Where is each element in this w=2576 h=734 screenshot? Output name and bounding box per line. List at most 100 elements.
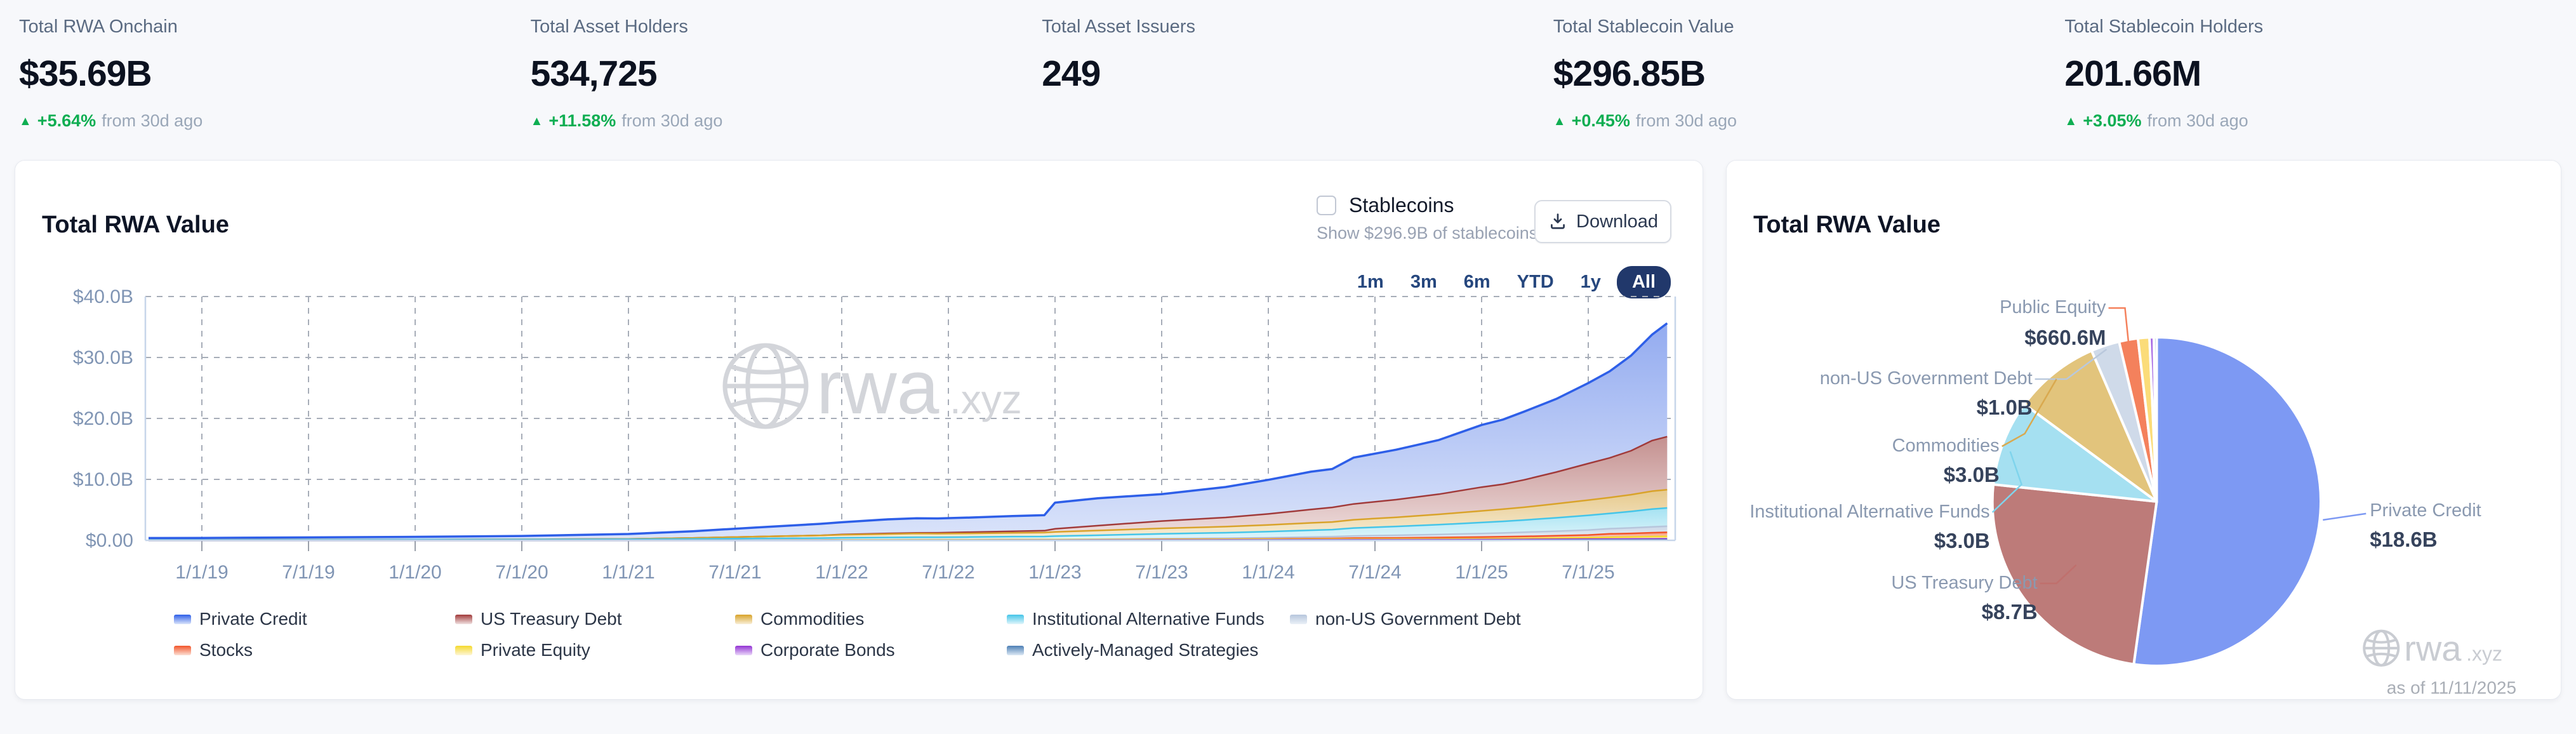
time-range-1m[interactable]: 1m xyxy=(1346,266,1395,298)
stat-label: Total Asset Holders xyxy=(530,17,688,37)
pie-chart-svg[interactable]: Public Equity $660.6M non-US Government De… xyxy=(1727,161,2561,700)
svg-text:1/1/22: 1/1/22 xyxy=(815,562,868,583)
stat-label: Total Stablecoin Holders xyxy=(2064,17,2264,37)
svg-text:Institutional Alternative Fund: Institutional Alternative Funds xyxy=(1749,502,1989,522)
stat-change-percent: +3.05% xyxy=(2083,111,2142,130)
svg-text:7/1/19: 7/1/19 xyxy=(282,562,335,583)
pie-slice-private-credit[interactable] xyxy=(2132,336,2322,667)
legend-item[interactable]: Private Equity xyxy=(455,640,735,660)
legend-item[interactable]: Private Credit xyxy=(174,609,455,629)
stat-label: Total Asset Issuers xyxy=(1042,17,1195,37)
time-range-1y[interactable]: 1y xyxy=(1570,266,1612,298)
stats-row: Total RWA Onchain $35.69B ▲ +5.64% from 30d … xyxy=(0,0,2576,141)
svg-text:1/1/23: 1/1/23 xyxy=(1028,562,1081,583)
svg-text:non-US Government Debt: non-US Government Debt xyxy=(1820,368,2033,389)
stat-value: $296.85B xyxy=(1553,53,1706,94)
svg-text:$660.6M: $660.6M xyxy=(2024,326,2106,349)
chart-gridlines xyxy=(145,296,1675,551)
svg-text:Private Credit: Private Credit xyxy=(2370,500,2481,521)
rwa-watermark: rwa .xyz xyxy=(722,343,1022,430)
pie-slice-actively-managed-strategies[interactable] xyxy=(2152,336,2158,503)
pie-slice-institutional-alternative-funds[interactable] xyxy=(1992,403,2158,503)
svg-text:7/1/25: 7/1/25 xyxy=(1562,562,1614,583)
svg-text:$10.0B: $10.0B xyxy=(73,469,133,490)
time-range-ytd[interactable]: YTD xyxy=(1506,266,1565,298)
legend-swatch xyxy=(455,645,472,655)
time-range-all[interactable]: All xyxy=(1616,266,1671,298)
svg-text:1/1/20: 1/1/20 xyxy=(388,562,441,583)
pie-slices xyxy=(1991,336,2322,667)
legend-label: US Treasury Debt xyxy=(481,609,622,629)
stat-label: Total RWA Onchain xyxy=(19,17,178,37)
up-triangle-icon: ▲ xyxy=(530,114,543,128)
legend-label: Commodities xyxy=(760,609,865,629)
total-rwa-value-chart-card: Total RWA Value Stablecoins Show $296.9B… xyxy=(15,160,1703,700)
svg-text:$3.0B: $3.0B xyxy=(1934,529,1990,552)
svg-text:.xyz: .xyz xyxy=(950,377,1022,422)
legend-item[interactable]: Commodities xyxy=(735,609,1007,629)
svg-text:rwa: rwa xyxy=(816,345,939,430)
legend-label: Private Equity xyxy=(481,640,590,660)
pie-labels: Public Equity $660.6M non-US Government De… xyxy=(1749,297,2481,624)
svg-text:$30.0B: $30.0B xyxy=(73,347,133,368)
svg-text:1/1/25: 1/1/25 xyxy=(1455,562,1508,583)
stablecoins-checkbox[interactable] xyxy=(1317,196,1336,215)
legend-item[interactable]: Actively-Managed Strategies xyxy=(1007,640,1290,660)
legend-item[interactable]: Corporate Bonds xyxy=(735,640,1007,660)
stablecoins-toggle-group: Stablecoins Show $296.9B of stablecoins xyxy=(1317,194,1538,243)
time-range-3m[interactable]: 3m xyxy=(1400,266,1448,298)
stat-block: Total RWA Onchain $35.69B ▲ +5.64% from 30d … xyxy=(19,17,531,141)
stat-change: ▲ +11.58% from 30d ago xyxy=(531,111,1017,131)
pie-slice-commodities[interactable] xyxy=(2022,349,2158,503)
legend-item[interactable]: US Treasury Debt xyxy=(455,609,735,629)
svg-text:US Treasury Debt: US Treasury Debt xyxy=(1891,573,2037,593)
time-range-selector: 1m 3m 6m YTD 1y All xyxy=(1346,266,1671,298)
legend-item[interactable]: non-US Government Debt xyxy=(1290,609,1521,629)
svg-text:1/1/24: 1/1/24 xyxy=(1242,562,1294,583)
stat-block: Total Asset Issuers 249 xyxy=(1042,17,1553,141)
cards-row: Total RWA Value Stablecoins Show $296.9B… xyxy=(0,160,2576,700)
stablecoins-checkbox-label[interactable]: Stablecoins xyxy=(1349,194,1454,217)
legend-label: non-US Government Debt xyxy=(1315,609,1521,629)
legend-swatch xyxy=(174,614,191,624)
svg-text:1/1/19: 1/1/19 xyxy=(175,562,228,583)
legend-label: Corporate Bonds xyxy=(760,640,895,660)
download-button[interactable]: Download xyxy=(1534,200,1671,243)
svg-text:7/1/22: 7/1/22 xyxy=(922,562,974,583)
pie-slice-us-treasury-debt[interactable] xyxy=(1991,483,2158,666)
time-range-6m[interactable]: 6m xyxy=(1453,266,1501,298)
pie-card-title: Total RWA Value xyxy=(1753,211,1941,238)
svg-text:7/1/23: 7/1/23 xyxy=(1135,562,1188,583)
legend-swatch xyxy=(455,614,472,624)
stat-change-percent: +11.58% xyxy=(548,111,616,130)
svg-text:$18.6B: $18.6B xyxy=(2370,528,2437,551)
stat-value: 201.66M xyxy=(2064,53,2201,94)
stat-block: Total Stablecoin Holders 201.66M ▲ +3.05% fr… xyxy=(2064,17,2576,141)
rwa-watermark: rwa .xyz xyxy=(2363,629,2502,669)
svg-text:7/1/21: 7/1/21 xyxy=(708,562,761,583)
svg-text:$1.0B: $1.0B xyxy=(1977,396,2033,419)
svg-text:Public Equity: Public Equity xyxy=(2000,297,2106,317)
svg-text:$20.0B: $20.0B xyxy=(73,408,133,429)
area-us-treasury-debt xyxy=(149,436,1668,540)
svg-text:7/1/20: 7/1/20 xyxy=(495,562,548,583)
legend-item[interactable]: Institutional Alternative Funds xyxy=(1007,609,1290,629)
legend-label: Stocks xyxy=(199,640,253,660)
stat-change-percent: +0.45% xyxy=(1571,111,1630,130)
svg-text:$40.0B: $40.0B xyxy=(73,288,133,307)
stat-block: Total Stablecoin Value $296.85B ▲ +0.45% fro… xyxy=(1553,17,2065,141)
svg-text:1/1/21: 1/1/21 xyxy=(602,562,654,583)
area-chart-svg[interactable]: rwa .xyz $0.00 $10.0B $20.0B $30.0B $40.0B 1/1/… xyxy=(15,288,1704,611)
download-icon xyxy=(1551,213,1565,229)
svg-text:.xyz: .xyz xyxy=(2466,643,2502,665)
legend-item[interactable]: Stocks xyxy=(174,640,455,660)
stat-change: ▲ +3.05% from 30d ago xyxy=(2064,111,2551,131)
stat-change-period: from 30d ago xyxy=(102,111,203,130)
as-of-date: as of 11/11/2025 xyxy=(2387,678,2516,698)
legend-swatch xyxy=(735,614,752,624)
stablecoins-checkbox-sublabel: Show $296.9B of stablecoins xyxy=(1317,224,1538,243)
svg-text:rwa: rwa xyxy=(2404,629,2462,669)
area-private-credit xyxy=(149,323,1668,540)
stat-value: 249 xyxy=(1042,53,1101,94)
download-button-label: Download xyxy=(1576,211,1658,232)
